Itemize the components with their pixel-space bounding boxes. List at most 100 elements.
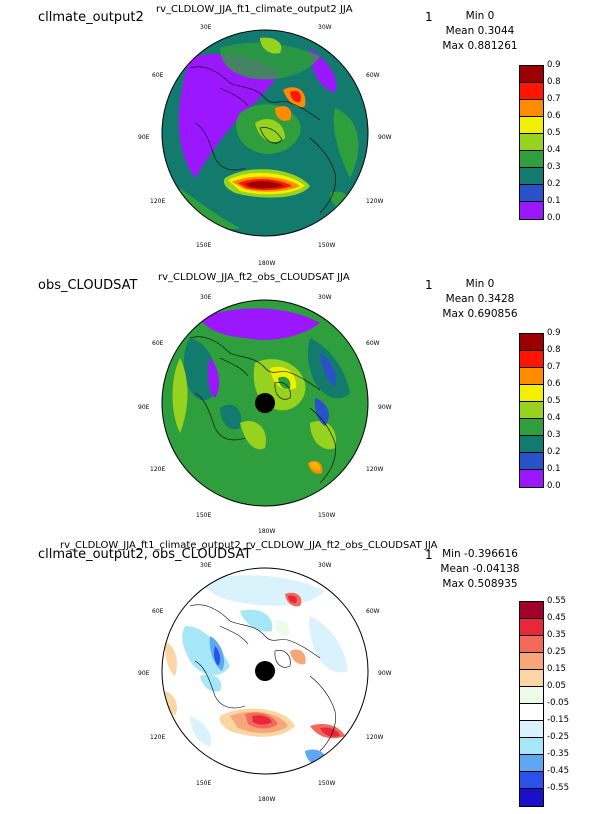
colorbar-tick-label: 0.35 (547, 630, 566, 640)
colorbar-swatch (520, 368, 543, 385)
colorbar-tick-label: 0.55 (547, 596, 566, 606)
lon-label: 120W (366, 198, 384, 205)
lon-label: 60W (366, 340, 380, 347)
stat-min: Min -0.396616 (442, 548, 518, 560)
lon-label: 90W (378, 670, 392, 677)
polar-map (161, 299, 369, 507)
colorbar-tick-label: 0.5 (547, 396, 561, 406)
colorbar-swatch (520, 66, 543, 83)
panel-difference: cllmate_output2, obs_CLOUDSAT rv_CLDLOW_… (0, 540, 606, 814)
colorbar-tick-label: 0.15 (547, 664, 566, 674)
panel-model: cllmate_output2 rv_CLDLOW_JJA_ft1_climat… (0, 0, 606, 270)
colorbar-swatch (520, 619, 543, 636)
stat-max: Max 0.508935 (442, 578, 518, 590)
colorbar-swatch (520, 453, 543, 470)
colorbar-tick-label: 0.25 (547, 647, 566, 657)
colorbar-tick-label: -0.55 (547, 783, 569, 793)
colorbar-tick-label: -0.25 (547, 732, 569, 742)
stat-max: Max 0.881261 (442, 40, 518, 52)
page-number: 1 (425, 10, 433, 24)
polar-map (161, 567, 369, 775)
colorbar-tick-label: 0.6 (547, 111, 561, 121)
colorbar-tick-label: 0.6 (547, 379, 561, 389)
lon-label: 30W (318, 562, 332, 569)
lon-label: 150E (196, 242, 212, 249)
colorbar-swatch (520, 789, 543, 806)
plot-title: rv_CLDLOW_JJA_ft1_climate_output2_rv_CLD… (60, 540, 438, 551)
stat-mean: Mean 0.3428 (445, 293, 515, 305)
colorbar-swatch (520, 202, 543, 219)
lon-label: 180W (258, 796, 276, 803)
colorbar-tick-label: 0.4 (547, 413, 561, 423)
colorbar-tick-label: 0.7 (547, 94, 561, 104)
case-label: cllmate_output2 (38, 10, 144, 25)
lon-label: 30E (200, 294, 212, 301)
colorbar-swatch (520, 687, 543, 704)
lon-label: 60W (366, 72, 380, 79)
lon-label: 60E (152, 608, 164, 615)
stat-mean: Mean 0.3044 (445, 25, 515, 37)
lon-label: 120E (150, 734, 166, 741)
lon-label: 30E (200, 562, 212, 569)
colorbar-swatch (520, 168, 543, 185)
stat-mean: Mean -0.04138 (440, 563, 520, 575)
colorbar-tick-label: 0.0 (547, 481, 561, 491)
stat-min: Min 0 (465, 278, 495, 290)
colorbar-swatch (520, 419, 543, 436)
colorbar-tick-label: 0.8 (547, 345, 561, 355)
stats-box: Min 0 Mean 0.3044 Max 0.881261 (420, 9, 540, 54)
lon-label: 150W (318, 512, 336, 519)
colorbar-swatch (520, 436, 543, 453)
colorbar-tick-label: -0.05 (547, 698, 569, 708)
colorbar-tick-label: 0.8 (547, 77, 561, 87)
lon-label: 120W (366, 466, 384, 473)
plot-title: rv_CLDLOW_JJA_ft1_climate_output2 JJA (156, 4, 353, 15)
lon-label: 90W (378, 134, 392, 141)
lon-label: 180W (258, 260, 276, 267)
page-number: 1 (425, 548, 433, 562)
colorbar-swatch (520, 704, 543, 721)
polar-map (161, 29, 369, 237)
lon-label: 180W (258, 528, 276, 535)
lon-label: 150W (318, 780, 336, 787)
case-label: obs_CLOUDSAT (38, 278, 138, 293)
lon-label: 60E (152, 340, 164, 347)
lon-label: 60W (366, 608, 380, 615)
colorbar-swatch (520, 83, 543, 100)
lon-label: 30W (318, 24, 332, 31)
colorbar-swatch (520, 653, 543, 670)
colorbar-tick-label: 0.2 (547, 447, 561, 457)
colorbar (519, 65, 544, 220)
lon-label: 60E (152, 72, 164, 79)
colorbar-tick-label: -0.15 (547, 715, 569, 725)
colorbar-swatch (520, 721, 543, 738)
colorbar-swatch (520, 385, 543, 402)
colorbar-swatch (520, 755, 543, 772)
case-label: cllmate_output2, obs_CLOUDSAT (38, 547, 252, 562)
plot-title: rv_CLDLOW_JJA_ft2_obs_CLOUDSAT JJA (158, 272, 350, 283)
lon-label: 150E (196, 512, 212, 519)
lon-label: 150W (318, 242, 336, 249)
colorbar-tick-label: 0.5 (547, 128, 561, 138)
colorbar-swatch (520, 334, 543, 351)
colorbar-tick-label: -0.35 (547, 749, 569, 759)
colorbar-tick-label: 0.1 (547, 196, 561, 206)
stat-min: Min 0 (465, 10, 495, 22)
colorbar-tick-label: 0.45 (547, 613, 566, 623)
colorbar-swatch (520, 636, 543, 653)
colorbar-tick-label: 0.9 (547, 60, 561, 70)
colorbar-swatch (520, 772, 543, 789)
colorbar-tick-label: 0.2 (547, 179, 561, 189)
colorbar-tick-label: 0.05 (547, 681, 566, 691)
colorbar (519, 601, 544, 807)
stats-box: Min -0.396616 Mean -0.04138 Max 0.508935 (420, 547, 540, 592)
colorbar-swatch (520, 117, 543, 134)
colorbar-tick-label: 0.7 (547, 362, 561, 372)
colorbar-tick-label: 0.0 (547, 213, 561, 223)
colorbar-swatch (520, 738, 543, 755)
lon-label: 90E (138, 134, 150, 141)
colorbar (519, 333, 544, 488)
colorbar-swatch (520, 670, 543, 687)
lon-label: 90E (138, 404, 150, 411)
colorbar-tick-label: -0.45 (547, 766, 569, 776)
